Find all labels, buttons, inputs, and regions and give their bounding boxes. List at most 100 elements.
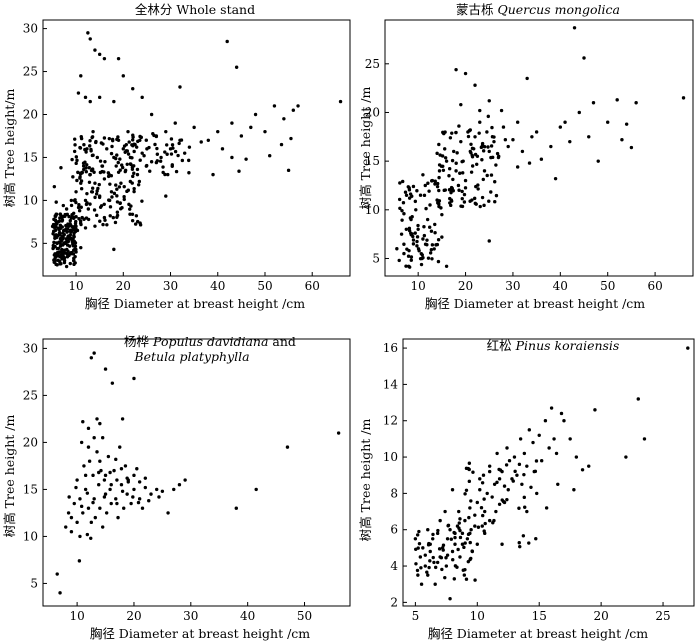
data-point xyxy=(187,145,192,149)
data-point xyxy=(525,76,529,81)
data-point xyxy=(427,189,431,193)
data-point xyxy=(460,196,464,201)
data-point xyxy=(469,170,474,174)
data-point xyxy=(459,139,463,144)
data-point xyxy=(117,185,122,189)
data-point xyxy=(469,142,473,146)
data-point xyxy=(89,520,94,525)
x-tick-label: 30 xyxy=(163,279,178,293)
data-point xyxy=(106,174,111,179)
data-point xyxy=(467,129,472,133)
data-point xyxy=(409,258,413,262)
data-point xyxy=(134,145,139,149)
data-point xyxy=(172,487,176,492)
data-point xyxy=(467,515,471,520)
x-tick-label: 20 xyxy=(458,279,473,293)
data-point xyxy=(134,214,139,218)
data-point xyxy=(416,223,420,228)
data-point xyxy=(98,159,103,163)
chart-title-whole-stand: 全林分 Whole stand xyxy=(135,2,255,17)
data-point xyxy=(473,152,478,157)
data-point xyxy=(568,139,572,144)
data-point xyxy=(75,520,79,525)
data-point xyxy=(448,136,453,140)
data-point xyxy=(103,492,108,496)
x-axis-label-populus-betula: 胸径 Diameter at breast height /cm xyxy=(90,626,310,641)
data-point xyxy=(173,121,177,125)
data-point xyxy=(130,218,135,223)
data-point xyxy=(402,251,406,256)
y-tick-label: 10 xyxy=(23,193,38,207)
data-point xyxy=(81,420,85,424)
data-point xyxy=(487,99,491,103)
data-point xyxy=(74,190,78,194)
data-point xyxy=(437,142,441,147)
data-point xyxy=(155,146,159,151)
data-point xyxy=(433,179,437,183)
data-point xyxy=(73,261,77,265)
data-point xyxy=(79,440,84,445)
data-point xyxy=(73,244,78,248)
data-point xyxy=(132,149,136,154)
data-point xyxy=(78,497,82,501)
data-point xyxy=(135,167,140,172)
data-point xyxy=(471,470,475,474)
data-point xyxy=(96,186,100,191)
data-point xyxy=(87,459,92,463)
data-point xyxy=(587,464,591,468)
data-point xyxy=(130,156,134,160)
data-point xyxy=(470,198,474,202)
data-point xyxy=(97,95,102,100)
data-point xyxy=(55,241,59,245)
data-point xyxy=(52,229,57,233)
data-point xyxy=(74,161,78,166)
data-point xyxy=(467,461,472,465)
data-point xyxy=(489,173,494,177)
data-point xyxy=(95,417,99,421)
data-point xyxy=(563,120,567,124)
data-point xyxy=(421,173,425,177)
data-point xyxy=(482,169,487,173)
data-point xyxy=(452,577,456,581)
data-point xyxy=(97,52,102,57)
x-tick-label: 60 xyxy=(647,279,662,293)
y-tick-label: 30 xyxy=(23,22,38,36)
data-point xyxy=(99,468,103,473)
data-point xyxy=(177,483,182,487)
data-point xyxy=(416,227,420,231)
data-point xyxy=(549,144,553,149)
data-point xyxy=(456,183,461,188)
data-point xyxy=(408,216,413,220)
data-point xyxy=(480,481,485,485)
data-point xyxy=(428,203,432,207)
data-point xyxy=(94,139,98,144)
data-point xyxy=(624,455,628,459)
data-point xyxy=(417,529,421,534)
data-point xyxy=(415,189,419,193)
y-tick-label: 14 xyxy=(383,377,399,391)
data-point xyxy=(112,99,116,104)
x-tick-label: 40 xyxy=(240,609,255,623)
data-point xyxy=(105,223,109,227)
data-point xyxy=(136,139,140,144)
data-point xyxy=(118,168,122,172)
data-point xyxy=(263,129,267,134)
data-point xyxy=(119,467,124,471)
data-point xyxy=(413,537,418,541)
data-point xyxy=(100,164,105,168)
data-point xyxy=(437,204,441,209)
data-point xyxy=(593,408,597,412)
data-point xyxy=(78,534,82,539)
data-point xyxy=(404,264,408,268)
data-point xyxy=(80,170,84,175)
data-point xyxy=(517,541,521,545)
data-point xyxy=(74,200,78,205)
x-tick-label: 40 xyxy=(553,279,568,293)
data-point xyxy=(85,201,89,205)
data-point xyxy=(522,495,526,500)
data-point xyxy=(77,209,82,213)
data-point xyxy=(431,532,435,537)
data-point xyxy=(137,179,142,184)
data-point xyxy=(398,206,402,211)
data-point xyxy=(523,505,527,509)
